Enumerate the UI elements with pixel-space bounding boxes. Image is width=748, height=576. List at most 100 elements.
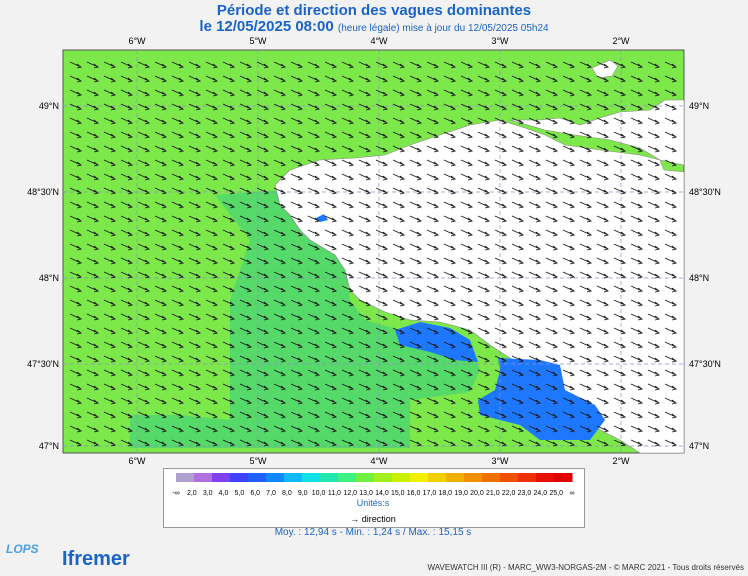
direction-arrow xyxy=(528,75,542,83)
direction-arrow xyxy=(494,397,508,405)
direction-arrow xyxy=(460,341,474,349)
direction-arrow xyxy=(86,159,100,167)
direction-arrow xyxy=(426,299,440,307)
direction-arrow xyxy=(477,299,491,307)
direction-arrow xyxy=(460,103,474,111)
direction-arrow xyxy=(341,215,355,223)
direction-arrow xyxy=(103,397,117,405)
direction-arrow xyxy=(443,61,457,69)
direction-arrow xyxy=(358,383,372,391)
direction-arrow xyxy=(426,145,440,153)
direction-arrow xyxy=(222,397,236,405)
direction-arrow xyxy=(579,439,593,447)
direction-arrow xyxy=(154,355,168,363)
direction-arrow xyxy=(86,61,100,69)
direction-arrow xyxy=(392,229,406,237)
direction-arrow xyxy=(171,75,185,83)
direction-arrow xyxy=(171,243,185,251)
direction-arrow xyxy=(596,299,610,307)
direction-arrow xyxy=(256,145,270,153)
lat-label-left-1: 49°N xyxy=(39,101,59,111)
direction-arrow xyxy=(409,257,423,265)
direction-arrow xyxy=(494,257,508,265)
direction-arrow xyxy=(579,187,593,195)
direction-arrow xyxy=(324,257,338,265)
direction-arrow xyxy=(324,313,338,321)
direction-arrow xyxy=(392,201,406,209)
direction-arrow xyxy=(137,159,151,167)
direction-arrow xyxy=(290,61,304,69)
direction-arrow xyxy=(375,341,389,349)
legend-swatch xyxy=(374,473,393,482)
direction-arrow xyxy=(664,173,678,181)
direction-arrow xyxy=(545,327,559,335)
direction-arrow xyxy=(154,257,168,265)
direction-arrow xyxy=(188,313,202,321)
direction-arrow xyxy=(511,159,525,167)
lon-label-bottom-2: 5°W xyxy=(249,456,267,466)
direction-arrow xyxy=(69,61,83,69)
direction-arrow xyxy=(562,215,576,223)
direction-arrow xyxy=(647,229,661,237)
direction-arrow xyxy=(154,229,168,237)
direction-arrow xyxy=(443,313,457,321)
direction-arrow xyxy=(188,173,202,181)
direction-arrow xyxy=(477,285,491,293)
direction-arrow xyxy=(171,271,185,279)
direction-arrow xyxy=(392,285,406,293)
direction-arrow xyxy=(596,369,610,377)
direction-arrow xyxy=(443,383,457,391)
direction-arrow xyxy=(307,369,321,377)
direction-arrow xyxy=(341,159,355,167)
direction-arrow xyxy=(103,285,117,293)
direction-arrow xyxy=(613,145,627,153)
direction-arrow xyxy=(222,341,236,349)
direction-arrow xyxy=(205,425,219,433)
lops-logo: LOPS xyxy=(6,542,39,556)
direction-arrow xyxy=(69,299,83,307)
direction-arrow xyxy=(239,313,253,321)
direction-arrow xyxy=(239,201,253,209)
direction-arrow xyxy=(562,75,576,83)
direction-arrow xyxy=(511,187,525,195)
direction-arrow xyxy=(256,425,270,433)
direction-arrow xyxy=(256,271,270,279)
direction-arrow xyxy=(392,341,406,349)
legend-tick-label: 4,0 xyxy=(219,490,229,497)
direction-arrow xyxy=(443,425,457,433)
direction-arrow xyxy=(426,131,440,139)
direction-arrow xyxy=(494,229,508,237)
direction-arrow xyxy=(647,439,661,447)
direction-arrow xyxy=(358,271,372,279)
direction-arrow xyxy=(528,229,542,237)
direction-arrow xyxy=(494,299,508,307)
direction-arrow xyxy=(392,243,406,251)
legend-tick-label: 12,0 xyxy=(343,490,357,497)
direction-arrow xyxy=(324,103,338,111)
direction-arrow xyxy=(103,131,117,139)
direction-arrow xyxy=(188,439,202,447)
direction-arrow xyxy=(443,145,457,153)
direction-arrow xyxy=(256,103,270,111)
direction-arrow xyxy=(205,89,219,97)
direction-arrow xyxy=(579,383,593,391)
direction-arrow xyxy=(528,145,542,153)
direction-arrow xyxy=(664,397,678,405)
direction-arrow xyxy=(528,103,542,111)
direction-arrow xyxy=(596,327,610,335)
direction-arrow xyxy=(256,313,270,321)
direction-arrow xyxy=(511,103,525,111)
direction-arrow xyxy=(477,425,491,433)
lon-label-bottom-4: 3°W xyxy=(491,456,509,466)
direction-arrow xyxy=(409,397,423,405)
direction-arrow xyxy=(222,355,236,363)
direction-arrow xyxy=(579,103,593,111)
direction-arrow xyxy=(664,117,678,125)
direction-arrow xyxy=(664,341,678,349)
direction-arrow xyxy=(596,89,610,97)
legend-tick-label: 18,0 xyxy=(438,490,452,497)
direction-arrow xyxy=(409,313,423,321)
map-grid xyxy=(63,50,684,453)
direction-arrow xyxy=(307,397,321,405)
direction-arrow xyxy=(596,75,610,83)
